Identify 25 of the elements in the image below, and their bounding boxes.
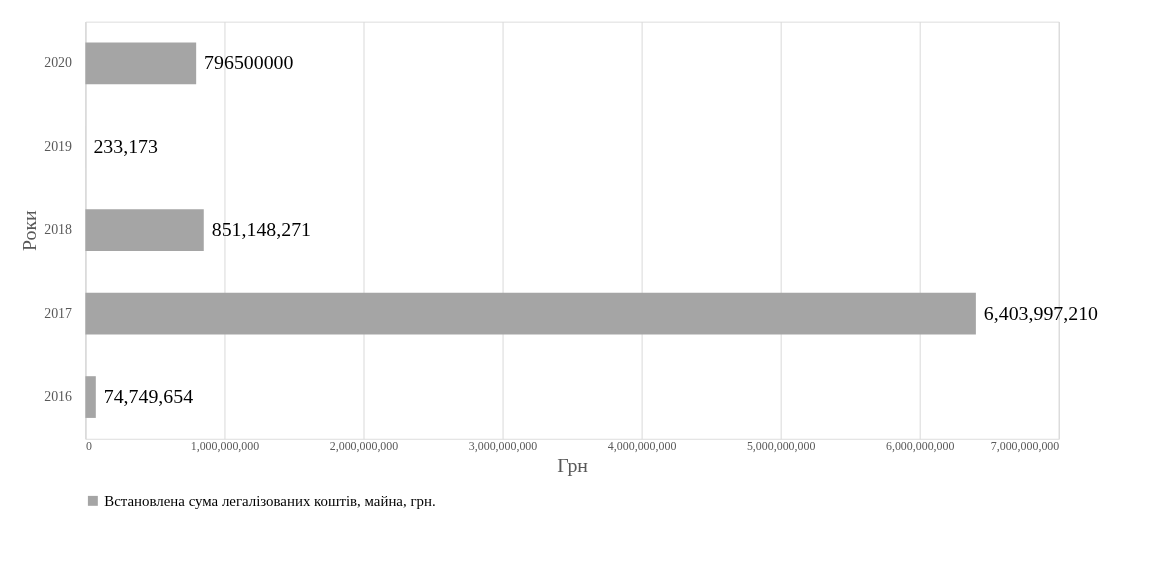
- data-label: 796500000: [204, 51, 294, 74]
- y-tick-label: 2019: [44, 138, 73, 154]
- x-tick-label: 0: [85, 439, 92, 454]
- x-tick-label: 6,000,000,000: [885, 439, 955, 454]
- y-tick-label: 2018: [44, 222, 73, 238]
- data-label: 74,749,654: [103, 385, 194, 408]
- bar: [85, 292, 976, 335]
- x-tick-label: 3,000,000,000: [468, 439, 538, 454]
- x-tick-label: 5,000,000,000: [746, 439, 816, 454]
- legend-label: Встановлена сума легалізованих коштів, майна, грн.: [104, 492, 436, 509]
- data-label: 233,173: [93, 134, 159, 157]
- x-tick-label: 1,000,000,000: [190, 439, 260, 454]
- y-tick-label: 2017: [44, 305, 73, 321]
- bar: [85, 42, 197, 85]
- data-label: 6,403,997,210: [983, 301, 1099, 324]
- x-axis-title: Грн: [557, 454, 589, 477]
- x-tick-label: 4,000,000,000: [607, 439, 677, 454]
- x-tick-label: 7,000,000,000: [990, 439, 1060, 454]
- bar: [85, 209, 204, 252]
- y-tick-label: 2020: [44, 55, 73, 71]
- bar: [85, 376, 96, 418]
- y-axis-title: Роки: [18, 209, 41, 252]
- x-tick-label: 2,000,000,000: [329, 439, 399, 454]
- data-label: 851,148,271: [211, 218, 312, 241]
- y-tick-label: 2016: [44, 389, 73, 405]
